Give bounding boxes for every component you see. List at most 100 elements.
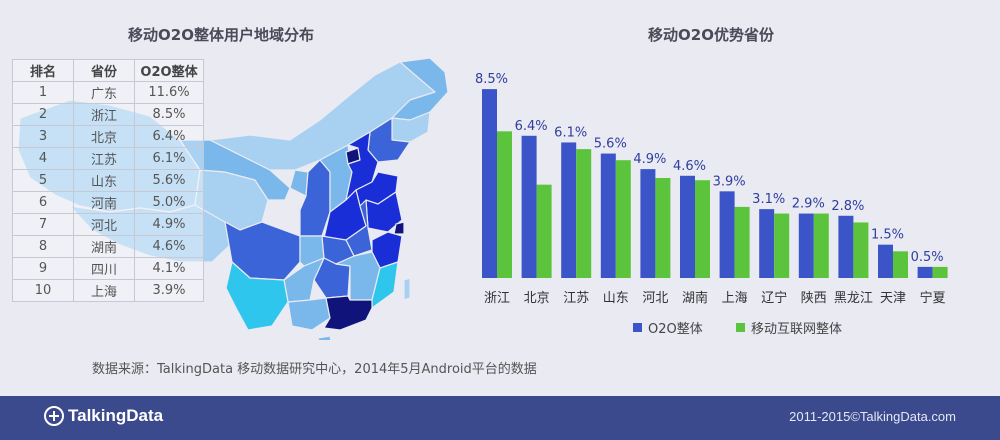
x-tick-label: 山东 (603, 291, 629, 306)
data-label-o2o: 2.9% (792, 197, 825, 212)
bar-o2o (917, 266, 933, 278)
legend-label-o2o: O2O整体 (648, 322, 703, 337)
header-province: 省份 (73, 59, 135, 82)
table-row: 1 广东 11.6% (12, 81, 204, 104)
share-cell: 5.6% (134, 169, 204, 192)
rank-cell: 6 (12, 191, 74, 214)
table-row: 5 山东 5.6% (12, 169, 204, 192)
share-cell: 6.4% (134, 125, 204, 148)
province-ranking-table: 排名 省份 O2O整体 1 广东 11.6% 2 浙江 8.5% 3 北京 6.4% 4 江苏… (12, 59, 204, 302)
data-label-o2o: 0.5% (911, 250, 944, 265)
share-cell: 8.5% (134, 103, 204, 126)
map-region-taiwan (403, 277, 411, 301)
legend-item-mobile-internet: 移动互联网整体 (736, 318, 842, 337)
bar-o2o (719, 191, 735, 278)
data-source-note: 数据来源：TalkingData 移动数据研究中心，2014年5月Android… (92, 362, 537, 377)
legend-item-o2o: O2O整体 (633, 318, 703, 337)
bar-o2o (680, 175, 695, 278)
legend-swatch-o2o (633, 323, 642, 332)
province-cell: 湖南 (73, 235, 135, 258)
legend-label-mobile-internet: 移动互联网整体 (751, 322, 843, 337)
province-cell: 四川 (73, 257, 135, 280)
province-cell: 浙江 (73, 103, 135, 126)
x-tick-label: 天津 (880, 291, 906, 306)
bar-mobile-internet (655, 178, 671, 278)
bar-o2o (838, 215, 854, 278)
province-cell: 江苏 (73, 147, 135, 170)
x-tick-label: 浙江 (484, 291, 510, 306)
header-rank: 排名 (12, 59, 74, 82)
share-cell: 4.1% (134, 257, 204, 280)
map-region-anhui (345, 199, 373, 257)
share-cell: 4.9% (134, 213, 204, 236)
x-tick-label: 辽宁 (761, 290, 787, 306)
bar-o2o (878, 244, 893, 278)
data-label-o2o: 6.4% (515, 119, 548, 134)
x-tick-label: 黑龙江 (834, 291, 873, 306)
table-row: 2 浙江 8.5% (12, 103, 204, 126)
map-region-ningxia (289, 169, 309, 197)
rank-cell: 2 (12, 103, 74, 126)
rank-cell: 7 (12, 213, 74, 236)
bar-mobile-internet (695, 180, 710, 278)
x-tick-label: 北京 (524, 291, 550, 306)
data-label-o2o: 4.9% (633, 152, 666, 167)
footer-copyright: 2011-2015©TalkingData.com (789, 409, 956, 424)
logo-mark-icon (44, 406, 64, 426)
advantage-provinces-bar-chart: 8.5% 浙江 6.4% 北京 6.1% 江苏 5.6% 山东 4.9% 河北 4.6% 湖南 3.9%… (475, 72, 948, 306)
share-cell: 5.0% (134, 191, 204, 214)
rank-cell: 9 (12, 257, 74, 280)
map-region-hainan (317, 335, 332, 340)
rank-cell: 8 (12, 235, 74, 258)
footer-bar: TalkingData 2011-2015©TalkingData.com (0, 396, 1000, 440)
chart-panel-title: 移动O2O优势省份 (648, 26, 774, 44)
table-header-row: 排名 省份 O2O整体 (12, 59, 204, 82)
bar-o2o (482, 89, 497, 278)
table-row: 3 北京 6.4% (12, 125, 204, 148)
data-label-o2o: 2.8% (831, 199, 864, 214)
province-cell: 北京 (73, 125, 135, 148)
x-tick-label: 河北 (642, 291, 668, 306)
rank-cell: 10 (12, 279, 74, 302)
table-row: 10 上海 3.9% (12, 279, 204, 302)
table-row: 9 四川 4.1% (12, 257, 204, 280)
map-region-yunnan (225, 261, 289, 331)
province-cell: 上海 (73, 279, 135, 302)
province-cell: 河北 (73, 213, 135, 236)
bar-o2o (521, 135, 537, 278)
bar-o2o (759, 209, 775, 278)
bar-mobile-internet (497, 131, 512, 278)
province-cell: 河南 (73, 191, 135, 214)
province-cell: 广东 (73, 81, 135, 104)
data-label-o2o: 4.6% (673, 159, 706, 174)
bar-mobile-internet (734, 206, 750, 278)
map-panel-title: 移动O2O整体用户地域分布 (128, 26, 314, 44)
data-label-o2o: 5.6% (594, 137, 627, 152)
rank-cell: 4 (12, 147, 74, 170)
logo-text: TalkingData (68, 406, 164, 425)
rank-cell: 3 (12, 125, 74, 148)
bar-mobile-internet (853, 222, 869, 278)
map-region-guangxi (287, 297, 331, 331)
x-tick-label: 陕西 (801, 291, 827, 306)
share-cell: 3.9% (134, 279, 204, 302)
table-row: 4 江苏 6.1% (12, 147, 204, 170)
x-tick-label: 湖南 (682, 290, 708, 306)
bar-o2o (798, 213, 814, 278)
x-tick-label: 江苏 (563, 290, 589, 306)
bar-mobile-internet (774, 213, 790, 278)
legend-swatch-mobile-internet (736, 323, 745, 332)
map-region-shanghai (393, 221, 405, 235)
data-label-o2o: 1.5% (871, 228, 904, 243)
header-o2o-share: O2O整体 (134, 59, 204, 82)
x-tick-label: 宁夏 (920, 290, 946, 306)
share-cell: 11.6% (134, 81, 204, 104)
bar-mobile-internet (576, 149, 592, 278)
rank-cell: 5 (12, 169, 74, 192)
bar-mobile-internet (536, 184, 552, 278)
bar-mobile-internet (615, 160, 631, 278)
table-row: 7 河北 4.9% (12, 213, 204, 236)
data-label-o2o: 3.9% (713, 174, 746, 189)
rank-cell: 1 (12, 81, 74, 104)
bar-mobile-internet (893, 251, 908, 278)
